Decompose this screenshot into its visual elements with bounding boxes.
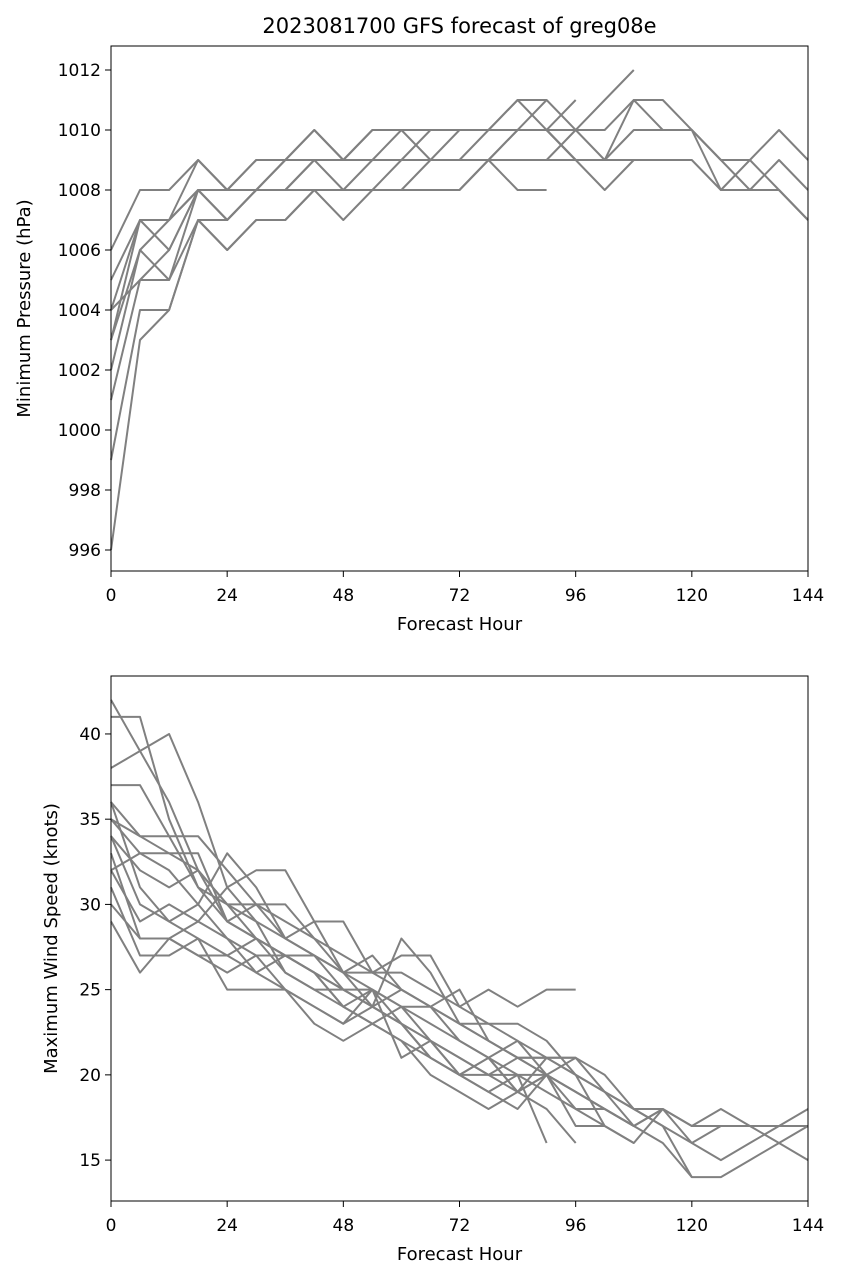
pressure-series-line-9 bbox=[110, 129, 605, 311]
wind-y-tick-label: 40 bbox=[79, 725, 101, 745]
wind-y-tick-label: 15 bbox=[79, 1151, 101, 1171]
pressure-x-tick-label: 48 bbox=[333, 586, 355, 606]
wind-series-line-4 bbox=[111, 784, 809, 1161]
wind-series-line-10 bbox=[110, 887, 605, 1127]
wind-y-tick-label: 35 bbox=[79, 810, 101, 830]
wind-series-line-6 bbox=[110, 818, 693, 1178]
pressure-x-tick-label: 144 bbox=[792, 586, 824, 606]
pressure-y-axis-label: Minimum Pressure (hPa) bbox=[14, 199, 35, 417]
pressure-x-tick-label: 72 bbox=[449, 586, 471, 606]
pressure-x-tick-label: 96 bbox=[565, 586, 587, 606]
wind-series-line-1 bbox=[110, 699, 808, 1127]
wind-series-group bbox=[110, 699, 809, 1179]
pressure-axes-frame bbox=[110, 45, 809, 572]
pressure-series-line-10 bbox=[110, 99, 548, 341]
wind-y-axis-label: Maximum Wind Speed (knots) bbox=[41, 803, 62, 1074]
wind-x-tick-label: 48 bbox=[333, 1216, 355, 1236]
pressure-y-tick-label: 1000 bbox=[58, 421, 101, 441]
pressure-chart-panel: 0 24 48 72 96 120 144 996 998 1000 1002 1004 1006 100… bbox=[14, 14, 824, 635]
wind-series-line-3 bbox=[110, 733, 809, 1162]
wind-y-tick-label: 20 bbox=[79, 1066, 101, 1086]
wind-x-tick-label: 144 bbox=[792, 1216, 824, 1236]
wind-series-line-16 bbox=[110, 835, 548, 1144]
pressure-x-axis-label: Forecast Hour bbox=[397, 614, 523, 635]
wind-x-tick-label: 120 bbox=[676, 1216, 708, 1236]
wind-x-tick-label: 72 bbox=[449, 1216, 471, 1236]
wind-series-line-11 bbox=[110, 903, 577, 1144]
pressure-y-tick-label: 1010 bbox=[58, 121, 101, 141]
wind-series-line-12 bbox=[110, 869, 576, 1008]
wind-y-tick-label: 25 bbox=[79, 981, 101, 1001]
pressure-series-group bbox=[110, 69, 809, 551]
wind-x-tick-label: 24 bbox=[216, 1216, 238, 1236]
pressure-y-tick-label: 1006 bbox=[58, 241, 101, 261]
pressure-y-tick-label: 1008 bbox=[58, 181, 101, 201]
pressure-y-tick-label: 1002 bbox=[58, 361, 101, 381]
pressure-y-tick-label: 1004 bbox=[58, 301, 101, 321]
pressure-y-tick-label: 998 bbox=[69, 481, 101, 501]
wind-y-tick-label: 30 bbox=[79, 895, 101, 915]
pressure-chart-title: 2023081700 GFS forecast of greg08e bbox=[262, 14, 656, 38]
pressure-series-line-6 bbox=[110, 99, 577, 401]
pressure-y-tick-label: 996 bbox=[69, 541, 101, 561]
wind-chart-panel: 0 24 48 72 96 120 144 15 20 25 30 35 40 Forecast Hour… bbox=[41, 675, 824, 1265]
wind-axes-frame bbox=[110, 675, 809, 1202]
wind-series-line-14 bbox=[110, 818, 577, 1076]
pressure-x-tick-label: 24 bbox=[216, 586, 238, 606]
wind-series-line-2 bbox=[111, 715, 809, 1179]
pressure-series-line-8 bbox=[110, 69, 635, 551]
wind-series-line-7 bbox=[110, 835, 664, 1144]
pressure-series-line-3 bbox=[110, 159, 809, 311]
wind-x-tick-label: 0 bbox=[106, 1216, 117, 1236]
pressure-y-tick-label: 1012 bbox=[58, 61, 101, 81]
pressure-x-tick-label: 0 bbox=[106, 586, 117, 606]
wind-x-axis-label: Forecast Hour bbox=[397, 1244, 523, 1265]
pressure-series-line-1 bbox=[110, 99, 809, 251]
pressure-x-tick-label: 120 bbox=[676, 586, 708, 606]
wind-x-tick-label: 96 bbox=[565, 1216, 587, 1236]
